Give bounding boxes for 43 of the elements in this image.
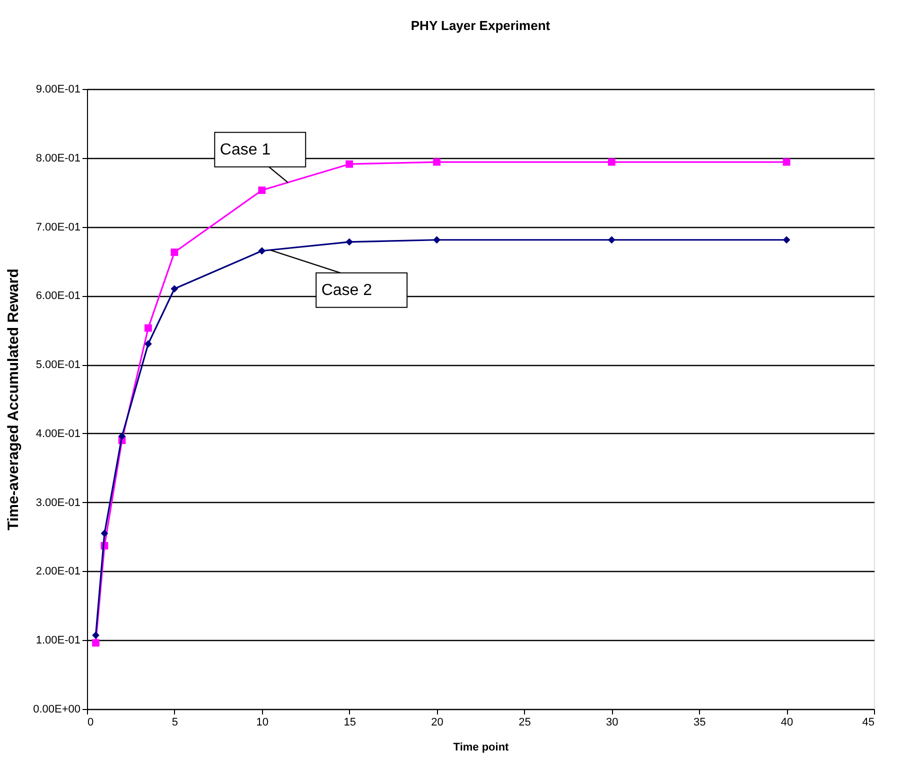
y-tick-label: 8.00E-01 [36,152,80,164]
point [433,236,440,244]
x-tick-label: 0 [88,716,94,728]
point [782,236,790,244]
y-tick-label: 6.00E-01 [36,290,80,302]
point [433,158,440,166]
point [144,340,152,348]
point [258,247,266,255]
x-tick-label: 45 [862,716,874,728]
annotation: Case 1 [220,142,271,159]
x-tick-label: 35 [693,716,706,728]
y-tick-label: 0.00E+00 [33,704,80,716]
point [92,639,100,647]
point [92,632,100,639]
x-tick-label: 20 [431,716,444,728]
point [608,236,616,244]
point [608,158,616,166]
y-tick-label: 7.00E-01 [36,221,80,234]
point [782,158,790,166]
x-tick-label: 40 [780,716,794,728]
x-tick-label: 25 [518,716,531,728]
point [346,160,354,168]
point [118,432,126,440]
y-tick-label: 3.00E-01 [36,496,80,509]
y-tick-label: 5.00E-01 [36,359,80,372]
x-tick-label: 10 [256,716,269,728]
x-tick-label: 15 [344,716,356,728]
point [170,285,178,292]
y-tick-label: 9.00E-01 [36,84,80,96]
chart-title: PHY Layer Experiment [410,18,551,33]
y-tick-label: 2.00E-01 [36,566,80,578]
x-axis-title: Time point [453,742,510,754]
x-tick-label: 5 [172,716,178,728]
x-tick-label: 30 [606,716,618,728]
y-tick-label: 4.00E-01 [36,428,80,440]
point [144,324,152,332]
point [346,238,354,246]
y-tick-label: 1.00E-01 [36,634,80,647]
y-axis-title: Time-averaged Accumulated Reward [5,268,22,530]
point [170,248,178,256]
annotation: Case 2 [321,282,372,300]
point [100,530,108,538]
point [258,186,266,194]
